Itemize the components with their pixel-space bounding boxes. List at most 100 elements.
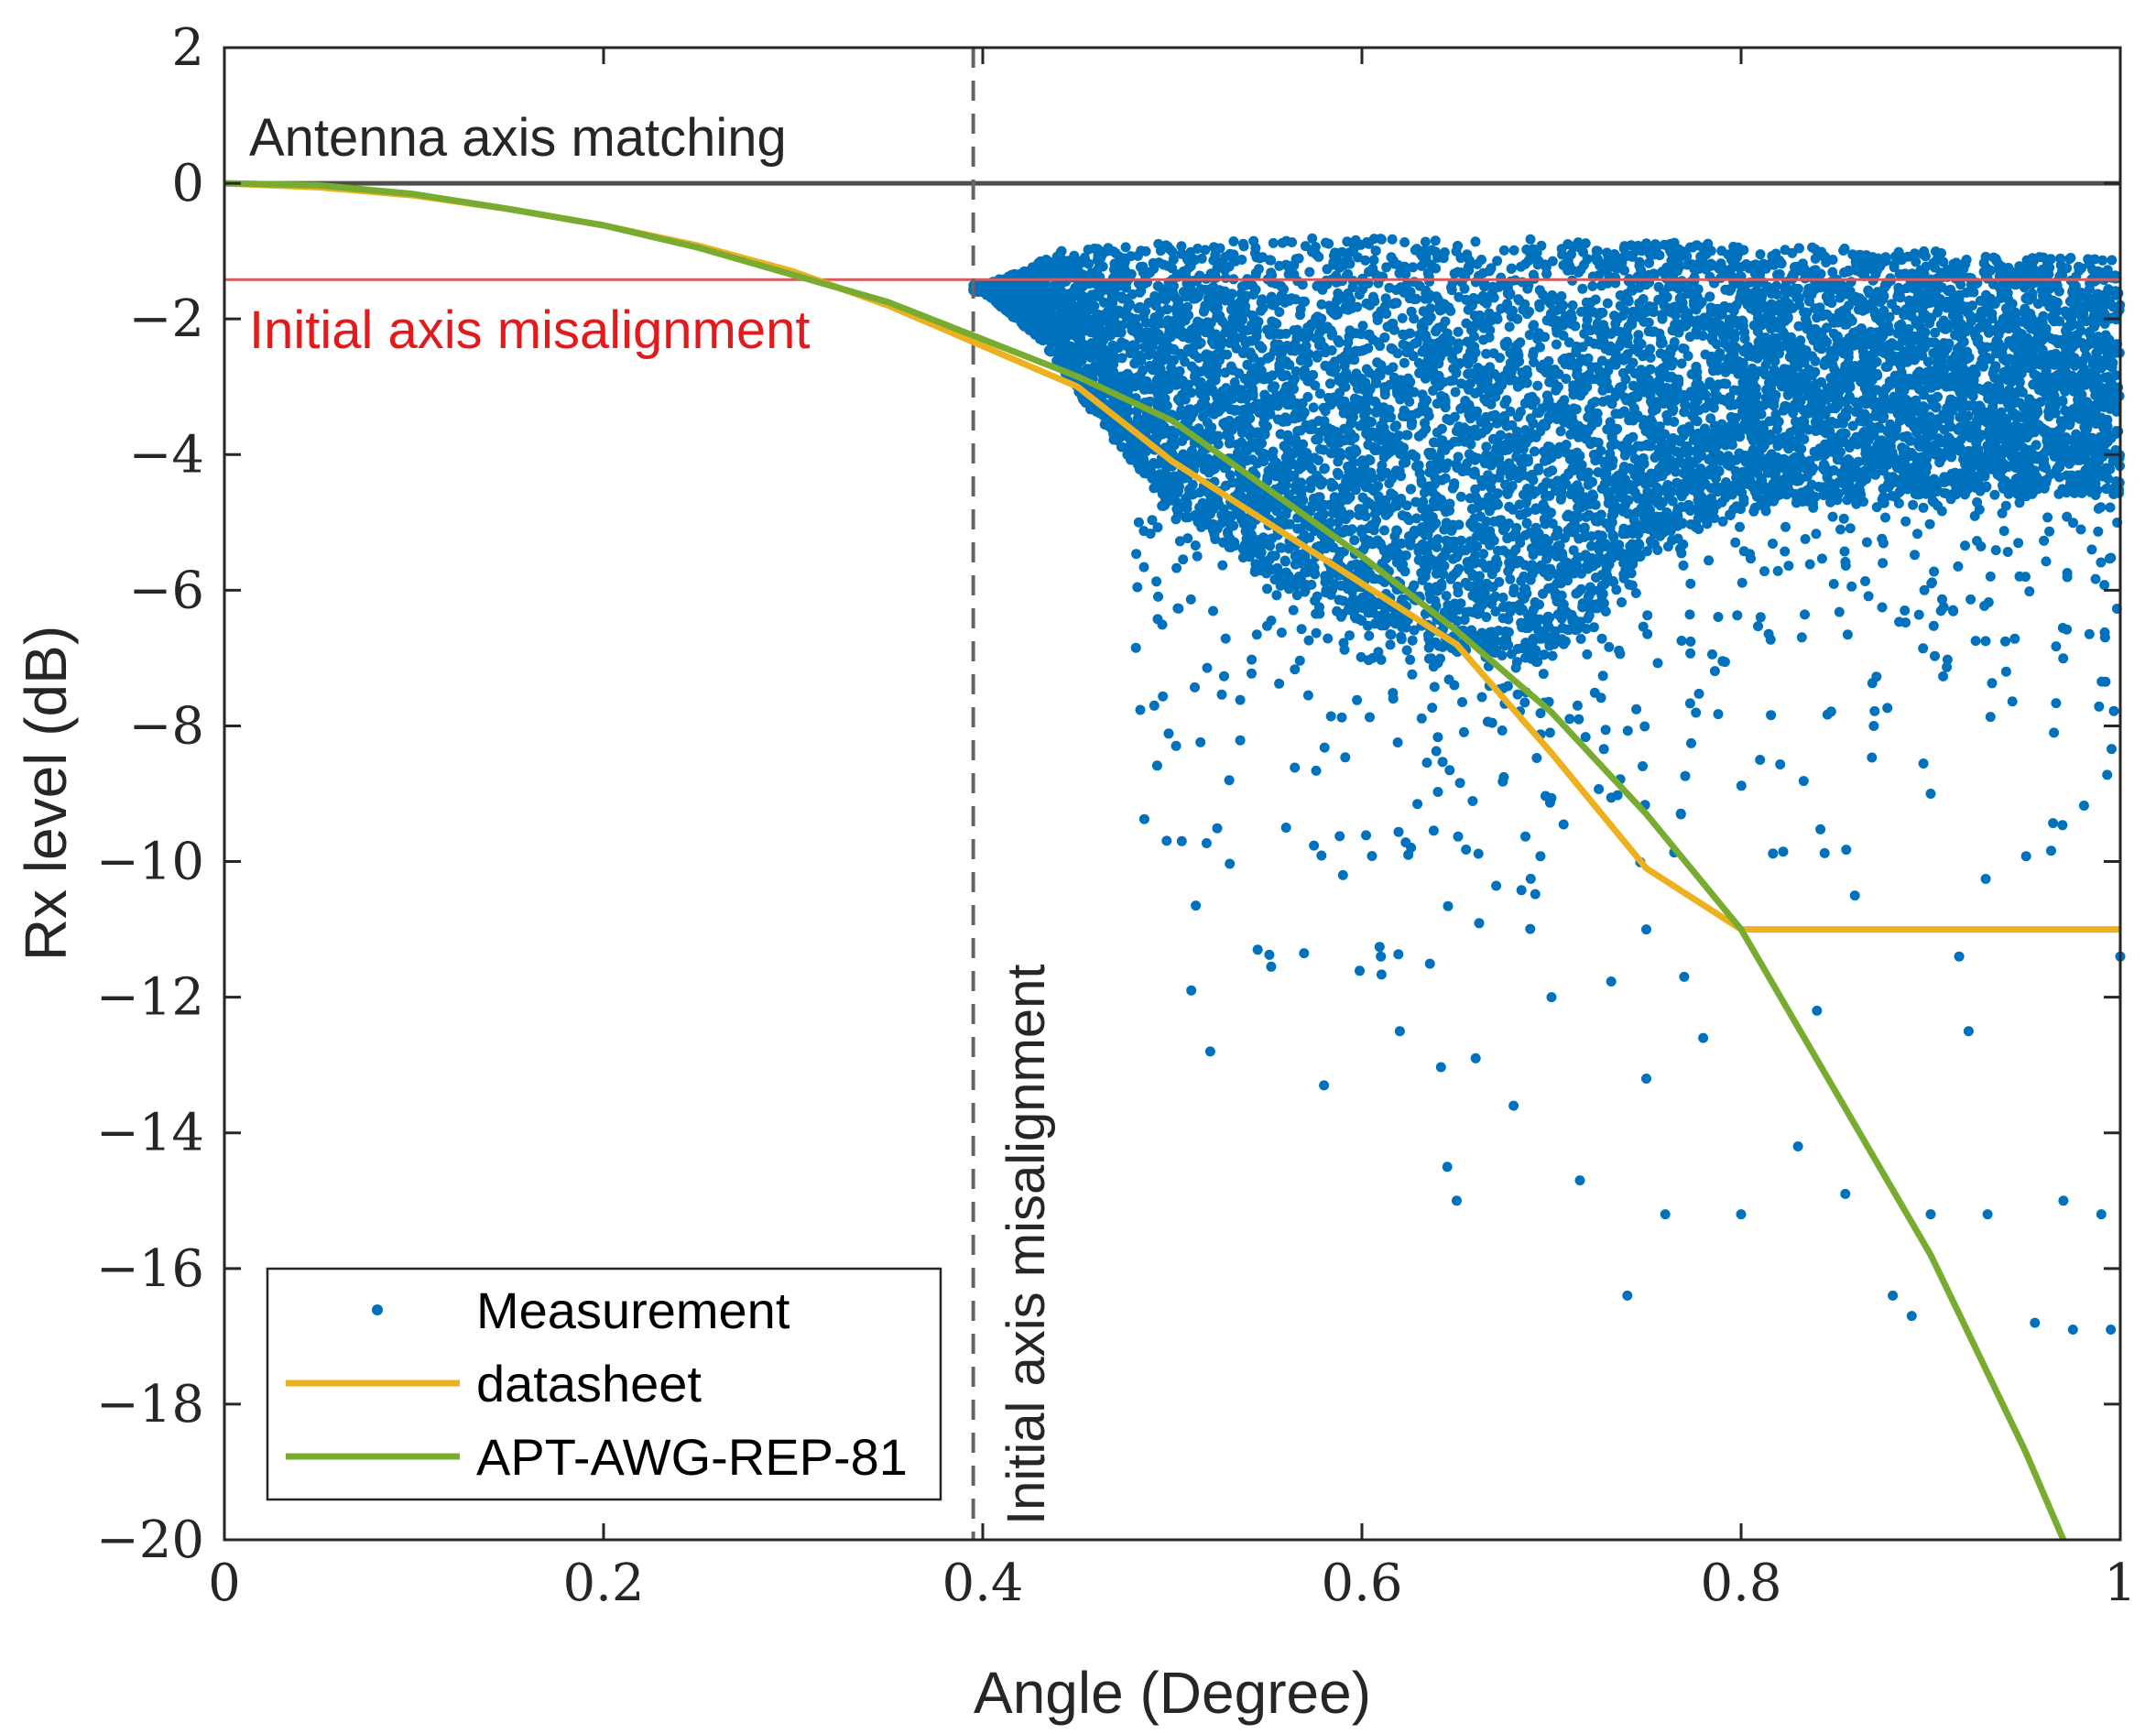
measurement-point [1497, 592, 1508, 603]
measurement-point [1633, 336, 1644, 346]
measurement-point [1930, 327, 1941, 338]
measurement-point [1755, 249, 1766, 260]
measurement-point [1176, 248, 1187, 259]
measurement-point [1481, 450, 1492, 461]
measurement-point [1268, 237, 1279, 248]
measurement-point [1308, 402, 1319, 413]
measurement-point [1349, 535, 1360, 546]
measurement-point [1555, 426, 1566, 437]
measurement-point [1716, 496, 1727, 507]
measurement-point [1810, 253, 1821, 264]
measurement-point [2097, 255, 2108, 266]
measurement-point [1267, 551, 1278, 562]
measurement-point [1186, 387, 1197, 398]
measurement-point [1679, 407, 1690, 418]
measurement-point [1575, 583, 1586, 594]
measurement-point [1576, 568, 1586, 579]
measurement-point [1579, 522, 1590, 533]
measurement-point [1428, 386, 1439, 396]
measurement-point [1693, 284, 1704, 295]
measurement-point [1887, 490, 1898, 501]
measurement-point [1535, 342, 1545, 353]
measurement-point [1430, 235, 1441, 246]
measurement-point [1847, 420, 1858, 431]
measurement-point [1878, 484, 1889, 494]
measurement-point [1383, 365, 1394, 376]
measurement-point [1481, 442, 1492, 453]
measurement-point [1290, 366, 1301, 376]
measurement-point [1450, 387, 1461, 398]
measurement-point [1596, 484, 1607, 494]
measurement-point [1449, 411, 1460, 422]
measurement-point [2065, 253, 2076, 263]
measurement-point [1568, 545, 1579, 556]
measurement-point [1420, 236, 1431, 247]
measurement-point [1316, 299, 1327, 310]
measurement-point [1516, 575, 1527, 586]
measurement-point [1540, 455, 1550, 466]
measurement-point [2046, 427, 2057, 438]
measurement-point [1275, 542, 1286, 553]
measurement-point [2053, 488, 2064, 499]
measurement-point [1506, 264, 1517, 274]
measurement-point [1662, 415, 1673, 426]
measurement-point [1911, 256, 1922, 267]
measurement-point [1411, 337, 1422, 348]
measurement-point [1685, 519, 1696, 529]
measurement-point [1813, 387, 1824, 398]
measurement-point [1771, 424, 1782, 435]
measurement-point [1495, 353, 1505, 364]
measurement-point [1650, 239, 1661, 250]
measurement-point [1561, 374, 1572, 384]
measurement-point [1397, 312, 1408, 323]
measurement-point [1423, 410, 1434, 421]
measurement-point [1505, 406, 1516, 417]
measurement-point [1323, 238, 1334, 249]
measurement-point [1652, 545, 1663, 555]
measurement-point [1319, 463, 1330, 474]
measurement-point [1813, 405, 1824, 416]
measurement-point [1491, 554, 1502, 565]
measurement-point [1610, 409, 1621, 420]
measurement-point [1406, 449, 1417, 460]
measurement-point [1256, 365, 1267, 376]
measurement-point [1584, 582, 1595, 593]
measurement-point [1391, 298, 1402, 309]
measurement-point [1547, 256, 1558, 267]
measurement-point [1168, 254, 1179, 265]
measurement-point [1295, 355, 1306, 365]
measurement-point [1490, 606, 1501, 616]
measurement-point [1525, 234, 1536, 245]
measurement-point [1410, 496, 1421, 507]
measurement-point [1293, 253, 1304, 264]
measurement-point [1863, 285, 1874, 296]
measurement-point [1368, 255, 1379, 266]
measurement-point [1379, 525, 1389, 536]
measurement-point [1512, 411, 1523, 422]
measurement-point [1346, 560, 1357, 571]
measurement-point [1655, 500, 1666, 511]
measurement-point [1682, 251, 1693, 262]
measurement-point [1577, 283, 1588, 294]
measurement-point [1641, 238, 1651, 249]
measurement-point [1528, 418, 1539, 429]
measurement-point [1617, 334, 1628, 345]
measurement-point [1473, 608, 1484, 619]
measurement-point [1410, 461, 1421, 472]
measurement-point [1249, 248, 1260, 258]
measurement-point [1827, 267, 1838, 278]
measurement-point [1556, 613, 1567, 624]
measurement-point [1220, 367, 1231, 378]
measurement-point [1677, 343, 1688, 354]
measurement-point [1557, 249, 1568, 260]
measurement-point [1409, 625, 1420, 636]
measurement-point [1579, 328, 1590, 339]
measurement-point [1532, 380, 1543, 391]
measurement-point [1547, 650, 1558, 661]
measurement-point [1225, 338, 1235, 348]
measurement-point [1408, 262, 1419, 273]
measurement-point [1465, 339, 1476, 350]
measurement-point [1492, 256, 1503, 267]
measurement-point [1508, 504, 1519, 515]
